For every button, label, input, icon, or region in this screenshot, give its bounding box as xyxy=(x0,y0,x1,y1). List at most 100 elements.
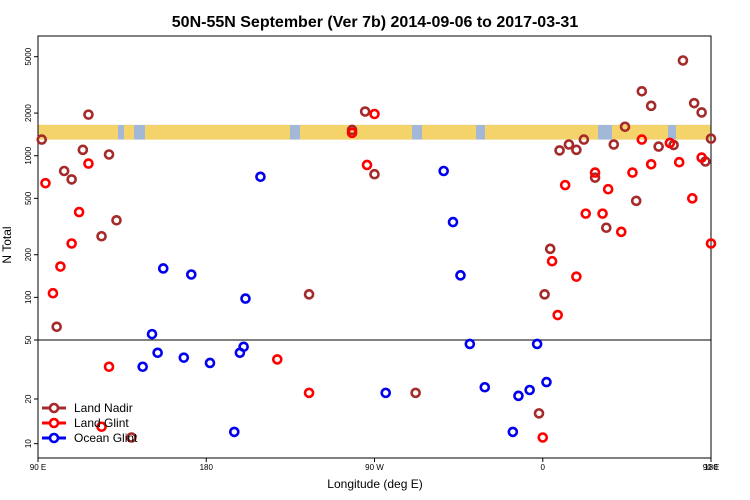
legend-marker xyxy=(48,432,60,444)
data-point xyxy=(513,390,524,402)
data-point xyxy=(137,361,148,373)
data-point xyxy=(361,159,373,171)
x-tick-label: 90 W xyxy=(365,463,384,472)
y-axis-label: N Total xyxy=(0,226,14,263)
data-point xyxy=(578,134,590,145)
data-point xyxy=(705,133,717,144)
data-point xyxy=(580,208,592,219)
data-point xyxy=(126,432,137,443)
data-point xyxy=(271,354,283,365)
data-point xyxy=(541,376,552,388)
data-point xyxy=(696,152,707,163)
y-tick-label: 100 xyxy=(24,290,33,304)
data-point xyxy=(464,338,476,350)
data-point xyxy=(58,165,70,177)
data-point xyxy=(589,167,601,178)
x-tick-label: 90 E xyxy=(30,463,46,472)
x-tick-label: 0 xyxy=(541,463,546,472)
data-point xyxy=(369,108,380,120)
data-point xyxy=(554,145,565,156)
data-point xyxy=(645,158,657,170)
data-point xyxy=(636,134,648,145)
x-axis-label: Longitude (deg E) xyxy=(327,477,422,491)
data-point xyxy=(228,426,240,438)
data-point xyxy=(36,134,48,145)
data-point xyxy=(645,100,657,112)
data-point xyxy=(552,309,564,321)
data-points xyxy=(36,55,717,443)
data-point xyxy=(66,238,77,249)
data-point xyxy=(303,289,315,300)
data-point xyxy=(303,387,315,399)
data-point xyxy=(615,226,627,238)
land-segment xyxy=(38,124,118,140)
y-tick-label: 10 xyxy=(24,439,33,448)
legend-marker xyxy=(48,417,60,429)
legend-label: Land Nadir xyxy=(74,401,133,415)
data-point xyxy=(608,139,620,150)
data-point xyxy=(539,289,550,300)
data-point xyxy=(73,206,85,218)
legend-label: Ocean Glint xyxy=(74,431,138,445)
data-point xyxy=(571,271,582,282)
x-tick-label: 90 E xyxy=(703,463,719,472)
data-point xyxy=(696,107,707,118)
data-point xyxy=(601,222,612,234)
data-point xyxy=(103,149,115,160)
data-point xyxy=(524,384,535,396)
y-tick-label: 20 xyxy=(24,394,33,403)
data-point xyxy=(533,408,545,419)
data-point xyxy=(664,137,676,149)
data-point xyxy=(705,238,717,249)
y-tick-label: 2000 xyxy=(24,104,33,122)
legend-marker xyxy=(48,402,60,414)
data-point xyxy=(83,109,94,120)
data-point xyxy=(479,381,491,393)
plot-frame xyxy=(37,35,712,459)
legend-label: Land Glint xyxy=(74,416,129,430)
data-point xyxy=(636,85,648,97)
data-point xyxy=(380,387,392,399)
data-point xyxy=(571,144,582,156)
land-segment xyxy=(422,124,476,140)
land-ocean-band xyxy=(38,124,711,140)
land-segment xyxy=(124,124,134,140)
data-point xyxy=(563,139,575,150)
land-segment xyxy=(612,124,668,140)
land-segment xyxy=(676,124,711,140)
data-point xyxy=(544,243,556,255)
chart-title: 50N-55N September (Ver 7b) 2014-09-06 to… xyxy=(172,14,579,31)
data-point xyxy=(146,328,158,340)
y-tick-label: 1000 xyxy=(24,146,33,164)
data-point xyxy=(77,144,89,156)
data-point xyxy=(688,97,700,109)
data-point xyxy=(589,172,601,183)
data-point xyxy=(346,127,358,139)
y-axis: 100 200 500 1000 2000 5000 10 20 50 xyxy=(24,47,38,448)
land-segment xyxy=(485,124,598,140)
data-point xyxy=(55,261,66,272)
y-tick-label: 200 xyxy=(24,247,33,261)
data-point xyxy=(152,347,163,359)
data-point xyxy=(111,214,122,226)
y-tick-label: 500 xyxy=(24,191,33,205)
data-point xyxy=(359,106,371,117)
data-point xyxy=(178,352,190,363)
data-point xyxy=(47,287,59,299)
data-point xyxy=(185,269,197,280)
y-tick-label: 50 xyxy=(24,335,33,344)
data-point xyxy=(559,179,571,191)
data-point xyxy=(51,321,62,333)
data-point xyxy=(204,357,216,369)
data-point xyxy=(369,168,380,180)
data-point xyxy=(103,361,115,373)
data-point xyxy=(602,183,614,195)
y-tick-label: 5000 xyxy=(24,47,33,65)
data-point xyxy=(96,421,107,433)
x-tick-label: 180 xyxy=(200,463,214,472)
land-segment xyxy=(145,124,290,140)
data-point xyxy=(630,195,642,207)
data-point xyxy=(531,338,543,350)
data-point xyxy=(66,174,77,185)
